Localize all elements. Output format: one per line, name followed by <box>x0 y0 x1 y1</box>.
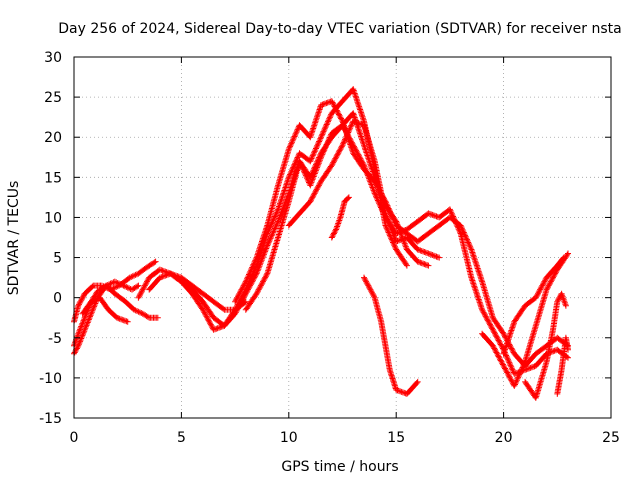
series-markers <box>79 294 131 325</box>
series-markers <box>146 86 410 333</box>
series-arc14 <box>500 254 567 357</box>
chart-title: Day 256 of 2024, Sidereal Day-to-day VTE… <box>58 21 621 37</box>
y-tick-label: 15 <box>44 170 62 186</box>
x-tick-label: 15 <box>387 430 405 446</box>
x-tick-label: 10 <box>280 430 298 446</box>
series-arc12 <box>361 274 421 397</box>
series-markers <box>328 194 352 241</box>
series-markers <box>479 250 571 389</box>
y-tick-label: -5 <box>48 331 62 347</box>
series-markers <box>285 118 443 261</box>
x-tick-label: 20 <box>495 430 513 446</box>
series-arc10 <box>285 118 443 261</box>
y-tick-label: 10 <box>44 210 62 226</box>
x-tick-label: 5 <box>177 430 186 446</box>
x-axis-label: GPS time / hours <box>281 459 398 475</box>
y-tick-label: 30 <box>44 50 62 66</box>
y-tick-label: 25 <box>44 90 62 106</box>
y-tick-label: 20 <box>44 130 62 146</box>
x-tick-label: 0 <box>70 430 79 446</box>
y-axis-label: SDTVAR / TECUs <box>6 181 22 296</box>
series-arc15 <box>522 290 569 401</box>
data-marks <box>71 86 571 401</box>
series-arc16 <box>554 334 571 397</box>
series-markers <box>522 290 569 401</box>
series-arc13 <box>479 250 571 389</box>
y-tick-label: 5 <box>53 251 62 267</box>
y-tick-label: -15 <box>39 411 62 427</box>
axis-ticks: 0 5 10 15 20 25 -15 -10 -5 0 5 10 15 20 25 30 <box>39 50 620 446</box>
series-markers <box>361 274 421 397</box>
x-tick-label: 25 <box>602 430 620 446</box>
grid-lines <box>74 57 611 418</box>
series-arc9 <box>242 122 571 377</box>
y-tick-label: 0 <box>53 291 62 307</box>
series-markers <box>242 122 571 377</box>
series-markers <box>500 254 567 357</box>
series-markers <box>554 334 571 397</box>
series-arc11 <box>328 194 352 241</box>
series-arc8 <box>232 98 571 369</box>
series-markers <box>232 98 571 369</box>
series-arc6 <box>146 86 410 333</box>
plot-frame <box>73 56 612 419</box>
series-arc4 <box>79 294 131 325</box>
y-tick-label: -10 <box>39 371 62 387</box>
